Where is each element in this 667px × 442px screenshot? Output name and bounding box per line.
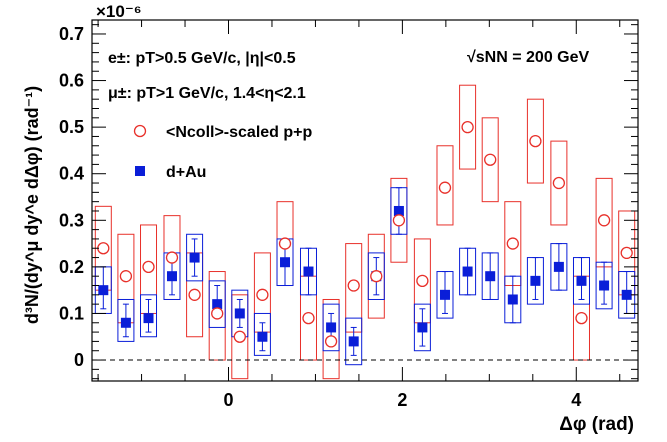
x-tick-label: 4: [571, 390, 581, 410]
pp-sys-box: [436, 145, 454, 226]
pp-sys-box: [481, 117, 499, 203]
pp-point: [484, 153, 497, 166]
dau-point: [553, 261, 564, 272]
dau-point: [576, 275, 587, 286]
dau-point: [234, 308, 245, 319]
dau-sys-box: [322, 303, 340, 352]
dau-point: [417, 322, 428, 333]
pp-point: [347, 279, 360, 292]
x-axis-label: Δφ (rad): [559, 414, 634, 435]
dau-sys-box: [117, 298, 135, 342]
dau-point: [98, 285, 109, 296]
dau-sys-box: [208, 280, 226, 328]
annotation-muon-cut: μ±: pT>1 GeV/c, 1.4<η<2.1: [108, 85, 306, 102]
x-tick-label: 0: [223, 390, 233, 410]
dau-sys-box: [413, 303, 431, 352]
annotation-electron-cut: e±: pT>0.5 GeV/c, |η|<0.5: [108, 50, 296, 67]
pp-point: [575, 311, 588, 325]
pp-point: [506, 237, 519, 250]
pp-point: [461, 120, 474, 134]
x-tick-label: 2: [397, 390, 407, 410]
legend-marker-dau: [135, 166, 145, 176]
axes-layer: 0 0.1 0.2 0.3 0.4 0.5 0.6 0.7 0 2 4: [59, 20, 638, 410]
pp-point: [438, 181, 452, 194]
pp-point: [529, 134, 542, 148]
dau-point: [303, 266, 314, 277]
dau-point: [280, 257, 291, 268]
pp-point: [597, 214, 611, 227]
pp-point: [416, 274, 429, 288]
dau-point: [212, 299, 223, 310]
y-tick-label: 0: [74, 350, 84, 370]
y-tick-label: 0.4: [59, 164, 84, 184]
y-tick-label: 0.1: [59, 303, 84, 323]
legend: <Ncoll>-scaled p+p d+Au: [133, 124, 313, 181]
y-exponent: ×10⁻⁶: [96, 2, 142, 21]
dau-point: [599, 280, 610, 291]
dau-sys-box: [186, 233, 204, 282]
pp-point: [370, 270, 383, 283]
pp-point: [165, 251, 179, 264]
dau-point: [143, 313, 154, 324]
pp-point: [188, 288, 201, 301]
y-tick-label: 0.7: [59, 24, 84, 44]
dau-point: [530, 275, 541, 286]
y-tick-label: 0.2: [59, 257, 84, 277]
pp-point: [233, 330, 246, 343]
series-layer: [94, 84, 636, 380]
dau-point: [189, 252, 200, 263]
dau-point: [462, 266, 473, 277]
dau-point: [326, 322, 337, 333]
legend-label-dau: d+Au: [166, 164, 206, 181]
dau-point: [439, 289, 450, 300]
plot-frame: [91, 19, 639, 382]
pp-sys-box: [526, 98, 544, 184]
pp-point: [324, 335, 338, 348]
y-axis-label: d³N/(dy^μ dy^e dΔφ) (rad⁻¹): [22, 86, 42, 324]
legend-marker-pp: [133, 124, 147, 138]
annotation-energy: √sNN = 200 GeV: [467, 49, 590, 66]
dau-point: [621, 289, 632, 300]
dau-sys-box: [367, 252, 385, 300]
pp-point: [552, 176, 566, 190]
dau-point: [393, 205, 404, 216]
pp-point: [392, 214, 406, 227]
y-tick-label: 0.6: [59, 71, 84, 91]
pp-sys-box: [459, 84, 477, 170]
dau-point: [120, 317, 131, 328]
pp-point: [256, 288, 269, 301]
dau-point: [257, 331, 268, 342]
pp-sys-box: [550, 140, 568, 226]
dau-sys-box: [345, 317, 363, 366]
y-tick-label: 0.3: [59, 210, 84, 230]
y-tick-label: 0.5: [59, 117, 84, 137]
pp-point: [142, 260, 155, 274]
legend-label-pp: <Ncoll>-scaled p+p: [166, 124, 313, 141]
dau-sys-box: [140, 294, 158, 338]
dau-point: [166, 271, 177, 282]
dau-sys-box: [253, 312, 271, 356]
pp-point: [97, 242, 110, 255]
pp-point: [119, 270, 133, 283]
dau-point: [485, 271, 496, 282]
pp-point: [620, 246, 633, 260]
pp-point: [278, 237, 292, 250]
dau-point: [507, 294, 518, 305]
pp-point: [302, 311, 315, 325]
pp-point: [211, 307, 224, 320]
dau-point: [348, 336, 359, 347]
